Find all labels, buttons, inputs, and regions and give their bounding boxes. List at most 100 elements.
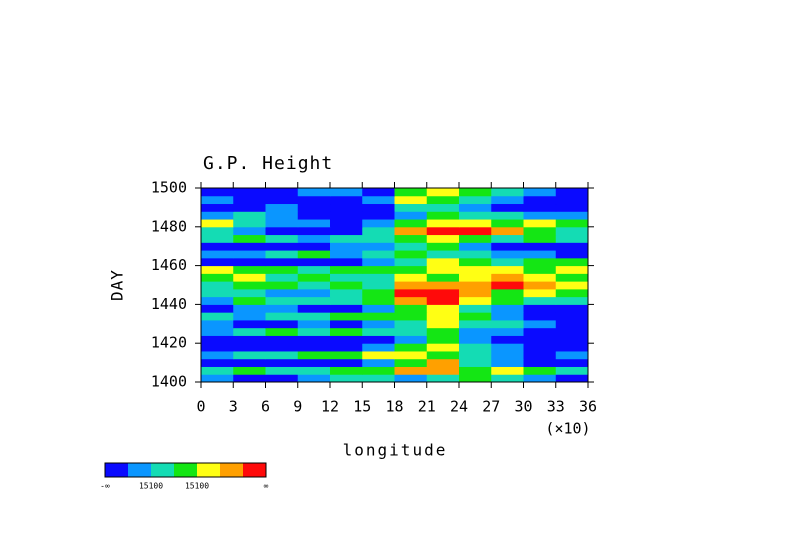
heat-cell: [201, 265, 234, 274]
heat-cell: [201, 257, 234, 267]
x-tick-label: 3: [229, 398, 238, 416]
heat-cell: [233, 203, 266, 212]
heat-cell: [491, 188, 524, 197]
heat-cell: [555, 195, 589, 205]
heat-cell: [394, 335, 428, 344]
heat-cell: [555, 234, 589, 243]
heat-cell: [394, 203, 428, 212]
heat-cell: [297, 358, 331, 367]
heat-cell: [394, 234, 428, 243]
heat-cell: [459, 257, 492, 267]
heat-cell: [201, 288, 234, 298]
heat-cell: [330, 366, 363, 375]
heat-cell: [201, 350, 234, 360]
heat-cell: [330, 343, 363, 352]
heat-cell: [297, 265, 331, 274]
heat-cell: [233, 250, 266, 259]
heat-cell: [555, 358, 589, 367]
heat-cell: [297, 195, 331, 205]
x-tick-label: 12: [321, 398, 339, 416]
heat-cell: [491, 250, 524, 259]
heat-cell: [330, 327, 363, 336]
heat-cell: [265, 242, 299, 251]
heat-cell: [394, 226, 428, 236]
heat-cell: [233, 327, 266, 336]
heat-cell: [523, 226, 557, 236]
heat-cell: [491, 281, 524, 290]
heat-cell: [265, 327, 299, 336]
heat-cell: [265, 257, 299, 267]
heat-cell: [362, 219, 395, 228]
heat-cell: [201, 242, 234, 251]
x-tick-label: 36: [579, 398, 597, 416]
chart-title: G.P. Height: [203, 153, 333, 174]
heat-cell: [523, 250, 557, 259]
heat-cell: [362, 358, 395, 367]
heat-cell: [265, 273, 299, 282]
heat-cell: [491, 242, 524, 251]
heat-cell: [555, 335, 589, 344]
colorbar-label: ∞: [264, 482, 269, 491]
heat-cell: [201, 203, 234, 212]
heat-cell: [394, 366, 428, 375]
heat-cell: [297, 234, 331, 243]
colorbar-box: [105, 463, 128, 477]
heat-cell: [394, 343, 428, 352]
heat-cell: [265, 234, 299, 243]
heat-cell: [201, 250, 234, 259]
heat-cell: [362, 343, 395, 352]
heat-cell: [555, 319, 589, 329]
heat-cell: [555, 312, 589, 321]
heat-cell: [459, 288, 492, 298]
heat-cell: [362, 312, 395, 321]
x-tick-label: 33: [547, 398, 565, 416]
heat-cell: [330, 242, 363, 251]
heat-cell: [555, 219, 589, 228]
heat-cell: [394, 281, 428, 290]
heat-cell: [394, 327, 428, 336]
heat-cell: [523, 203, 557, 212]
heat-cell: [459, 195, 492, 205]
heat-cell: [233, 211, 266, 220]
heat-cell: [555, 374, 589, 383]
y-tick-label: 1420: [151, 334, 187, 352]
heat-cell: [265, 203, 299, 212]
heat-cell: [330, 288, 363, 298]
heat-cell: [523, 211, 557, 220]
heat-cell: [201, 226, 234, 236]
heat-cell: [330, 374, 363, 383]
heat-cell: [201, 195, 234, 205]
heat-cell: [233, 281, 266, 290]
heat-cell: [426, 273, 460, 282]
heat-cell: [555, 304, 589, 313]
heat-cell: [459, 366, 492, 375]
heat-cell: [201, 319, 234, 329]
heat-cell: [491, 312, 524, 321]
heat-cell: [555, 273, 589, 282]
heat-cell: [297, 203, 331, 212]
heat-cell: [426, 304, 460, 313]
heat-cell: [330, 296, 363, 305]
heat-cell: [233, 350, 266, 360]
heat-cell: [426, 226, 460, 236]
heat-cell: [459, 312, 492, 321]
heat-cell: [265, 265, 299, 274]
heat-cell: [330, 203, 363, 212]
x-tick-label: 21: [418, 398, 436, 416]
heat-cell: [394, 288, 428, 298]
heat-cell: [555, 242, 589, 251]
heat-cell: [555, 188, 589, 197]
heat-cell: [459, 219, 492, 228]
heat-cell: [265, 188, 299, 197]
heat-cell: [459, 234, 492, 243]
heat-cell: [362, 304, 395, 313]
heat-cell: [459, 211, 492, 220]
heat-cell: [394, 304, 428, 313]
heat-cell: [297, 281, 331, 290]
heat-cell: [459, 327, 492, 336]
heat-cell: [362, 195, 395, 205]
heat-cell: [459, 250, 492, 259]
heat-cell: [233, 188, 266, 197]
heat-cell: [297, 335, 331, 344]
heat-cell: [426, 281, 460, 290]
